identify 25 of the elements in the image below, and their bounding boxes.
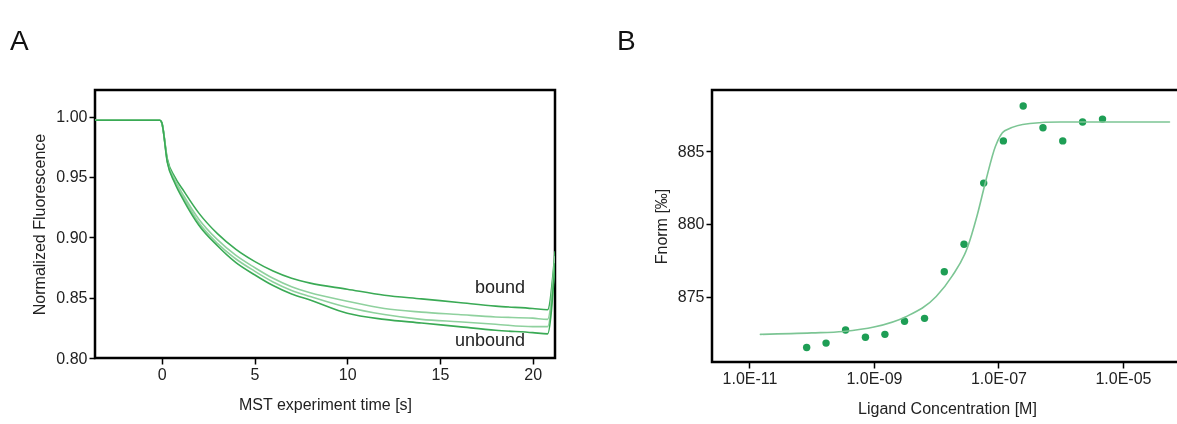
y-tick-label: 0.80 [56, 349, 88, 367]
x-tick-label: 1.0E-05 [1095, 369, 1152, 387]
y-tick-label: 0.95 [56, 168, 88, 186]
x-tick-label: 15 [431, 365, 450, 383]
y-tick-label: 0.85 [56, 289, 88, 307]
y-axis-title: Normalized Fluorescence [31, 133, 49, 316]
x-tick-label: 5 [250, 365, 260, 383]
x-axis-title: MST experiment time [s] [238, 395, 413, 413]
y-tick-label: 880 [677, 215, 705, 233]
y-tick-label: 1.00 [56, 108, 88, 126]
chart-title: A [10, 25, 29, 56]
x-tick-label: 20 [524, 365, 543, 383]
x-tick-label: 1.0E-11 [722, 369, 778, 387]
x-axis-title: Ligand Concentration [M] [858, 399, 1037, 417]
x-tick-label: 1.0E-07 [970, 369, 1028, 387]
y-tick-label: 885 [677, 142, 705, 160]
y-tick-label: 875 [677, 288, 705, 306]
y-axis-title: Fnorm [‰] [652, 188, 670, 265]
chart-title: B [617, 25, 636, 56]
annotation: bound [474, 277, 525, 298]
x-tick-label: 10 [338, 365, 357, 383]
x-tick-label: 1.0E-09 [846, 369, 903, 387]
y-tick-label: 0.90 [56, 228, 88, 246]
x-tick-label: 0 [157, 365, 167, 383]
annotation: unbound [454, 329, 525, 350]
